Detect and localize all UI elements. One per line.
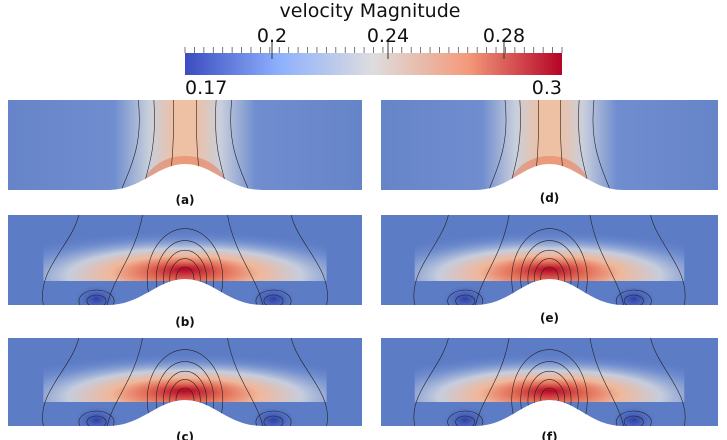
contour bbox=[623, 415, 644, 426]
contour bbox=[42, 215, 80, 305]
panel-label: (b) bbox=[175, 315, 195, 329]
panel bbox=[381, 338, 718, 426]
jet bbox=[43, 215, 327, 281]
contour bbox=[520, 361, 579, 426]
panel bbox=[381, 100, 718, 190]
low-spot bbox=[251, 406, 296, 426]
contour bbox=[488, 100, 507, 190]
contour bbox=[42, 338, 80, 426]
contour bbox=[447, 289, 484, 305]
contour bbox=[511, 228, 588, 305]
colorbar-gradient bbox=[185, 53, 562, 75]
low-spot bbox=[611, 406, 656, 426]
hump-glow bbox=[142, 156, 228, 190]
panel-label: (c) bbox=[176, 430, 194, 440]
contour bbox=[475, 215, 510, 305]
contour bbox=[290, 215, 328, 305]
hump-glow bbox=[509, 156, 590, 190]
low-spot bbox=[611, 285, 656, 305]
contour bbox=[650, 215, 686, 305]
jet bbox=[414, 338, 685, 402]
contour bbox=[520, 240, 579, 305]
panels: (a) (b) (c) (d) (e) (f) bbox=[8, 100, 718, 440]
colorbar-tick-label: 0.24 bbox=[367, 25, 409, 47]
contour bbox=[615, 410, 652, 426]
low-spot bbox=[443, 406, 488, 426]
colorbar-tick-label: 0.28 bbox=[483, 25, 525, 47]
contour bbox=[455, 294, 476, 305]
contour bbox=[121, 100, 140, 190]
contour bbox=[290, 338, 328, 426]
panel-label: (a) bbox=[175, 193, 194, 207]
low-spot bbox=[74, 406, 119, 426]
contour bbox=[475, 338, 510, 426]
colorbar-title: velocity Magnitude bbox=[280, 0, 461, 22]
colorbar-min-label: 0.17 bbox=[185, 77, 227, 99]
contour bbox=[255, 410, 292, 426]
contour bbox=[615, 289, 652, 305]
panel bbox=[8, 338, 362, 426]
panel-label: (d) bbox=[540, 191, 560, 205]
jet bbox=[414, 215, 685, 281]
panel-label: (f) bbox=[541, 430, 557, 440]
contour bbox=[86, 294, 107, 305]
contour bbox=[527, 370, 572, 426]
contour bbox=[163, 249, 207, 305]
panel-label: (e) bbox=[540, 311, 559, 325]
panel-background bbox=[381, 100, 718, 190]
jet bbox=[43, 338, 327, 402]
contour bbox=[263, 294, 284, 305]
contour bbox=[146, 228, 224, 305]
contour bbox=[106, 215, 143, 305]
contour bbox=[146, 349, 224, 426]
low-spot bbox=[74, 285, 119, 305]
contour bbox=[227, 215, 264, 305]
contour bbox=[78, 410, 115, 426]
contour bbox=[527, 249, 572, 305]
colorbar-max-label: 0.3 bbox=[532, 77, 562, 99]
contour bbox=[589, 338, 624, 426]
contour bbox=[230, 100, 249, 190]
contour bbox=[263, 415, 284, 426]
contour bbox=[155, 361, 215, 426]
contour bbox=[227, 338, 264, 426]
contour bbox=[86, 415, 107, 426]
contour bbox=[650, 338, 686, 426]
low-spot bbox=[443, 285, 488, 305]
contour bbox=[78, 289, 115, 305]
panel-background bbox=[8, 100, 362, 190]
low-spot bbox=[251, 285, 296, 305]
contour bbox=[413, 215, 449, 305]
contour bbox=[155, 240, 215, 305]
contour bbox=[106, 338, 143, 426]
contour bbox=[163, 370, 207, 426]
contour bbox=[455, 415, 476, 426]
contour bbox=[511, 349, 588, 426]
contour bbox=[589, 215, 624, 305]
colorbar: 0.17 0.3 0.2 0.24 0.28 bbox=[184, 25, 563, 99]
contour bbox=[623, 294, 644, 305]
contour bbox=[255, 289, 292, 305]
panel bbox=[8, 215, 362, 305]
colorbar-tick-label: 0.2 bbox=[257, 25, 287, 47]
contour bbox=[592, 100, 611, 190]
contour bbox=[413, 338, 449, 426]
contour bbox=[447, 410, 484, 426]
